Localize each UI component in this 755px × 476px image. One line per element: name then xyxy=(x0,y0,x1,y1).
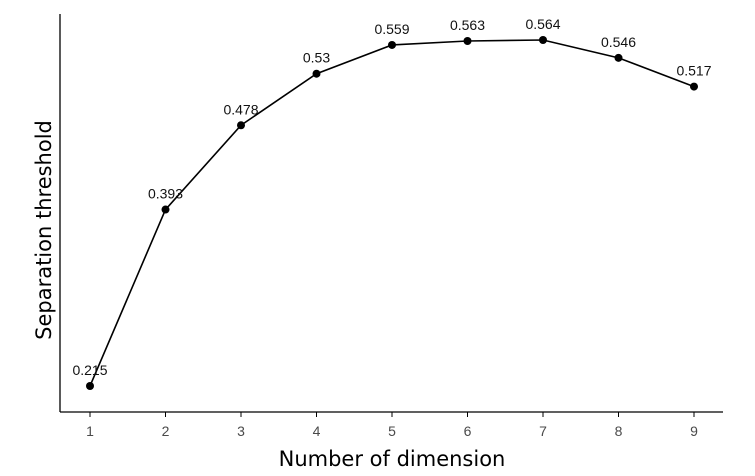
x-ticks: 1 2 3 4 5 6 7 8 9 xyxy=(86,412,698,439)
data-label: 0.517 xyxy=(676,63,711,79)
series-line xyxy=(89,39,695,387)
data-label: 0.546 xyxy=(601,34,636,50)
x-tick-label: 6 xyxy=(464,423,472,439)
x-tick-label: 4 xyxy=(313,423,321,439)
data-point xyxy=(161,205,170,214)
x-tick-label: 3 xyxy=(237,423,245,439)
data-label: 0.215 xyxy=(72,362,107,378)
data-label: 0.53 xyxy=(303,50,330,66)
data-label: 0.393 xyxy=(148,186,183,202)
data-label: 0.563 xyxy=(450,17,485,33)
data-point xyxy=(614,53,623,62)
x-tick-label: 1 xyxy=(86,423,94,439)
x-tick-label: 5 xyxy=(388,423,396,439)
x-tick-label: 9 xyxy=(690,423,698,439)
data-point xyxy=(690,82,698,91)
data-label: 0.559 xyxy=(374,21,409,37)
data-point xyxy=(388,40,396,49)
data-label: 0.564 xyxy=(525,16,560,32)
data-point xyxy=(312,69,321,78)
series-markers xyxy=(86,36,698,390)
data-point xyxy=(86,382,94,390)
data-point xyxy=(463,36,472,45)
data-labels: 0.215 0.393 0.478 0.53 0.559 0.563 0.564 0.546 0… xyxy=(72,16,711,378)
data-label: 0.478 xyxy=(223,101,258,117)
x-tick-label: 8 xyxy=(615,423,623,439)
y-axis-title: Separation threshold xyxy=(32,120,56,340)
x-tick-label: 7 xyxy=(539,423,547,439)
data-point xyxy=(237,121,245,130)
x-axis-title: Number of dimension xyxy=(279,447,506,471)
x-tick-label: 2 xyxy=(162,423,170,439)
data-point xyxy=(539,36,547,44)
